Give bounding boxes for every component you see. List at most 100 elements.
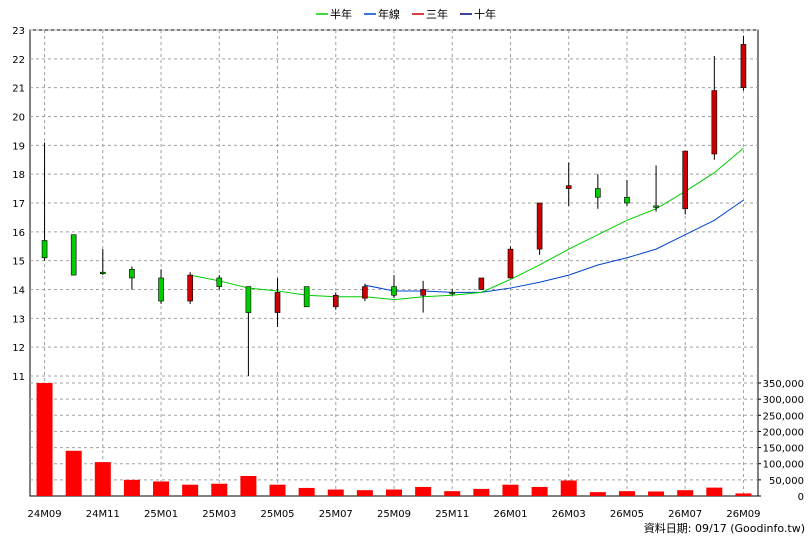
legend-label: 十年 [474, 7, 496, 21]
volume-bar-25M09 [386, 489, 402, 496]
candle-25M07 [332, 292, 339, 310]
x-tick-label: 25M01 [144, 509, 178, 520]
volume-tick-label: 300,000 [763, 395, 804, 406]
price-tick-label: 14 [12, 286, 25, 297]
legend-label: 三年 [426, 7, 448, 21]
price-tick-label: 11 [12, 372, 25, 383]
volume-bar-25M03 [211, 483, 228, 496]
volume-bar-25M02 [182, 484, 199, 496]
volume-bar-24M12 [123, 479, 140, 496]
candle-26M04 [595, 174, 601, 209]
candle-25M02 [187, 272, 193, 304]
candle-body [507, 248, 514, 279]
candle-body [332, 294, 339, 308]
candle-body [682, 150, 689, 210]
moving-average-lines [190, 147, 744, 301]
candle-body [303, 286, 310, 308]
candle-26M07 [682, 150, 689, 215]
x-tick-label: 25M03 [202, 509, 236, 520]
candle-body [274, 292, 281, 313]
x-tick-label: 25M09 [377, 509, 411, 520]
candle-body [245, 286, 252, 313]
price-tick-label: 21 [12, 84, 25, 95]
candle-26M02 [536, 202, 543, 255]
candle-25M11 [449, 289, 456, 296]
candle-25M09 [391, 275, 397, 299]
price-tick-label: 17 [12, 199, 25, 210]
volume-tick-label: 350,000 [763, 379, 804, 390]
volume-axis: 0 50,000 100,000 150,000 200,000 250,000 300,0… [758, 379, 804, 503]
price-tick-label: 20 [12, 113, 25, 124]
candle-body [100, 271, 106, 275]
source-note: 資料日期: 09/17 (Goodinfo.tw) [644, 521, 805, 535]
candle-body [653, 205, 659, 208]
volume-bar-26M09 [735, 493, 752, 496]
candle-body [187, 274, 193, 302]
candle-body [158, 277, 164, 302]
candle-body [362, 286, 368, 299]
candle-body [420, 289, 426, 296]
candle-25M05 [274, 277, 281, 327]
legend-item: 半年 [316, 7, 352, 21]
volume-bar-26M06 [648, 491, 665, 496]
volume-bar-25M08 [356, 490, 373, 496]
volume-bar-26M03 [560, 480, 577, 496]
x-tick-label: 26M01 [493, 509, 527, 520]
candle-body [536, 202, 543, 250]
candle-25M06 [303, 286, 310, 308]
candle-body [740, 44, 747, 88]
x-tick-label: 25M05 [260, 509, 294, 520]
candle-25M12 [478, 277, 485, 290]
volume-bars [36, 383, 752, 496]
candle-body [624, 196, 630, 204]
x-tick-label: 24M09 [28, 509, 62, 520]
volume-bar-26M01 [502, 484, 519, 496]
candle-25M10 [420, 280, 426, 313]
candle-body [41, 240, 48, 259]
half-year-ma-line [190, 147, 744, 301]
volume-bar-25M06 [298, 487, 315, 496]
legend-label: 半年 [330, 7, 352, 21]
volume-bar-25M05 [269, 484, 286, 496]
x-tick-label: 26M09 [726, 509, 760, 520]
candle-26M09 [740, 35, 747, 91]
price-axis: 11 12 13 14 15 16 17 18 19 20 21 22 23 [12, 26, 25, 383]
candle-24M12 [129, 266, 135, 290]
candle-25M08 [362, 283, 368, 302]
price-tick-label: 16 [12, 228, 25, 239]
candle-25M04 [245, 286, 252, 376]
volume-bar-25M12 [473, 488, 490, 496]
candle-body [70, 234, 77, 276]
candle-26M08 [711, 55, 718, 160]
volume-tick-label: 0 [798, 492, 804, 503]
price-tick-label: 18 [12, 170, 25, 181]
volume-bar-24M11 [94, 462, 111, 496]
x-tick-label: 25M07 [319, 509, 353, 520]
candle-26M05 [624, 179, 630, 206]
volume-tick-label: 200,000 [763, 427, 804, 438]
legend-item: 十年 [460, 7, 496, 21]
grid [30, 29, 758, 496]
price-tick-label: 15 [12, 257, 25, 268]
volume-tick-label: 50,000 [769, 476, 804, 487]
legend-item: 年線 [364, 7, 400, 21]
candle-26M06 [653, 165, 659, 212]
volume-bar-25M04 [240, 475, 257, 496]
volume-bar-26M02 [531, 486, 548, 496]
x-axis: 24M09 24M11 25M01 25M03 25M05 25M07 25M09 25M11… [28, 509, 761, 520]
volume-tick-label: 100,000 [763, 460, 804, 471]
candle-26M03 [565, 162, 572, 206]
price-tick-label: 13 [12, 314, 25, 325]
x-tick-label: 24M11 [86, 509, 120, 520]
price-tick-label: 23 [12, 26, 25, 37]
candle-body [711, 90, 718, 155]
volume-bar-26M05 [618, 491, 635, 496]
volume-tick-label: 150,000 [763, 444, 804, 455]
candle-24M11 [100, 249, 106, 276]
volume-bar-25M07 [327, 489, 344, 496]
candle-body [478, 277, 485, 290]
price-tick-label: 22 [12, 55, 25, 66]
candle-24M09 [41, 142, 48, 261]
candle-body [449, 292, 456, 295]
